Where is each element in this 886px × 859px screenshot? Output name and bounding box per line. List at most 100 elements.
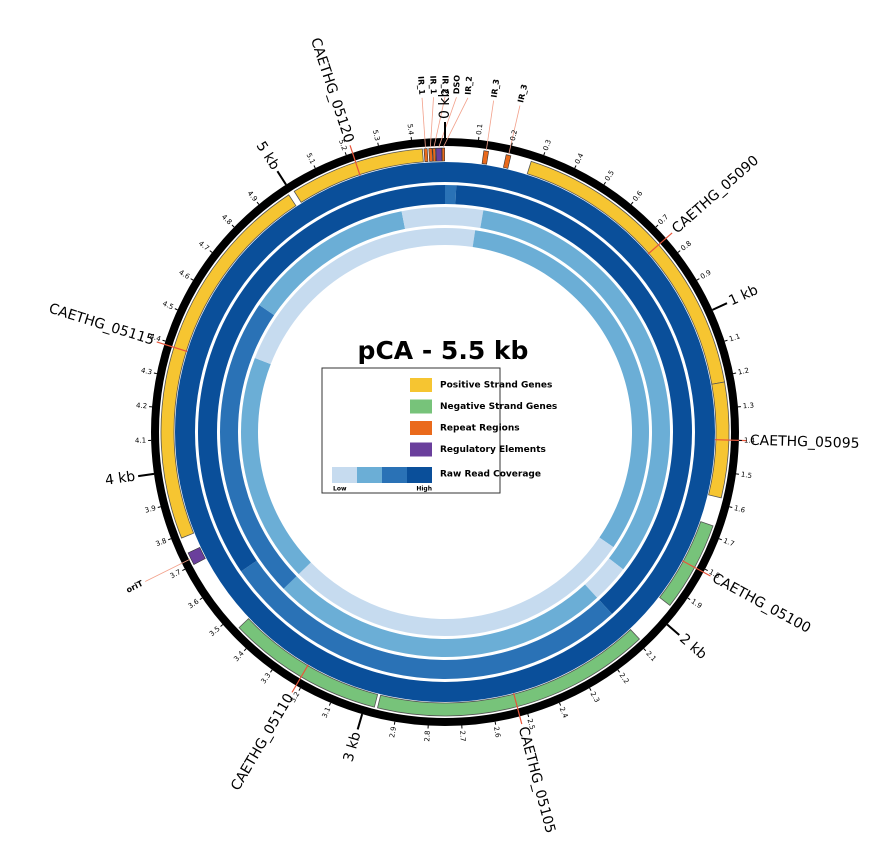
minor-tick [153, 372, 157, 375]
minor-tick-label: 2.2 [618, 672, 631, 686]
coverage-segment [480, 210, 670, 570]
minor-tick-label: 2.7 [458, 730, 467, 742]
legend-coverage-swatch [382, 467, 407, 483]
gene [160, 194, 297, 539]
feature [187, 546, 206, 565]
legend-coverage-swatch [407, 467, 432, 483]
minor-tick-label: 1.3 [743, 401, 755, 410]
coverage-segment [241, 560, 613, 679]
minor-tick [696, 278, 700, 281]
legend-swatch [410, 399, 432, 414]
legend-swatch [410, 442, 432, 457]
minor-tick [182, 568, 186, 572]
feature-label: IR_1 [416, 76, 426, 96]
minor-tick [643, 648, 647, 652]
feature-label: oriT [125, 579, 145, 595]
feature [432, 147, 437, 162]
minor-tick-label: 3.2 [289, 690, 301, 704]
minor-tick [199, 597, 203, 601]
major-tick [356, 713, 364, 730]
coverage-segment [445, 207, 484, 229]
minor-tick-label: 4.7 [197, 239, 211, 252]
coverage-segment [259, 211, 406, 316]
minor-tick-label: 4.2 [136, 401, 148, 410]
coverage-segment [472, 230, 649, 548]
minor-tick [511, 142, 513, 146]
coverage-segment [584, 558, 624, 598]
gene-label: CAETHG_05110 [228, 691, 297, 794]
minor-tick-label: 2.3 [589, 690, 601, 704]
gene [293, 148, 424, 203]
gene-label: CAETHG_05095 [750, 433, 860, 452]
minor-tick-label: 0.3 [542, 139, 553, 152]
minor-tick-label: 1.1 [728, 332, 741, 343]
feature-label: DSO [452, 75, 462, 95]
coverage-segment [401, 207, 445, 229]
minor-tick [494, 721, 497, 725]
gene-label-line [647, 232, 673, 255]
legend-label: Repeat Regions [440, 424, 520, 434]
coverage-segment [298, 537, 614, 637]
minor-tick [174, 308, 178, 311]
minor-tick-label: 0.4 [573, 151, 585, 165]
minor-tick [168, 538, 172, 541]
coverage-segment [445, 185, 457, 205]
minor-tick-label: 3.7 [169, 568, 183, 580]
minor-tick-label: 1.2 [737, 366, 750, 376]
minor-tick-label: 2.9 [388, 726, 398, 738]
feature-label-line [433, 96, 446, 148]
minor-tick-label: 0.6 [631, 189, 645, 203]
major-tick [276, 170, 287, 186]
feature-label: IR_2 [464, 76, 474, 95]
minor-tick [630, 201, 634, 205]
major-tick-label: 1 kb [726, 282, 760, 309]
minor-tick [377, 142, 379, 146]
minor-tick [157, 506, 161, 508]
gene-label: CAETHG_05115 [47, 301, 156, 349]
feature [423, 148, 429, 163]
feature [428, 147, 433, 162]
minor-tick-label: 5.4 [406, 123, 415, 136]
minor-tick [344, 152, 347, 156]
legend-label: Negative Strand Genes [440, 402, 557, 412]
minor-tick-label: 2.5 [525, 718, 536, 731]
feature-label: IR_3 [516, 83, 529, 103]
minor-tick [298, 687, 301, 691]
gene-label-line [682, 560, 711, 577]
feature [435, 147, 443, 162]
legend-coverage-swatch [357, 467, 382, 483]
feature [503, 154, 512, 169]
minor-tick-label: 3.8 [155, 537, 168, 548]
feature-label: IR_1 [428, 75, 438, 94]
minor-tick-label: 3.5 [208, 625, 222, 638]
minor-tick-label: 5.1 [305, 152, 317, 166]
major-tick-label: 0 kb [437, 89, 453, 119]
legend-swatch [410, 378, 432, 392]
backbone [151, 138, 739, 726]
minor-tick [589, 687, 592, 691]
minor-tick [655, 224, 659, 228]
minor-tick [543, 152, 546, 156]
minor-tick [733, 372, 737, 375]
minor-tick-label: 4.5 [161, 300, 174, 312]
feature-label-line [429, 97, 434, 148]
minor-tick [256, 201, 260, 205]
minor-tick [617, 669, 620, 673]
major-tick [138, 472, 155, 478]
minor-tick [724, 339, 728, 342]
minor-tick-label: 3.1 [321, 706, 333, 719]
legend-label: Regulatory Elements [440, 445, 546, 455]
minor-tick [704, 568, 708, 572]
feature-label-line [485, 100, 495, 151]
minor-tick-label: 2.6 [492, 726, 502, 739]
minor-tick [558, 702, 562, 706]
gene [377, 628, 640, 717]
gene-label-line [513, 692, 523, 725]
minor-tick-label: 4.8 [220, 213, 234, 227]
minor-tick [243, 648, 247, 652]
minor-tick [270, 669, 273, 673]
gene-label: CAETHG_05090 [669, 153, 762, 237]
major-tick [712, 302, 728, 311]
chart-title: pCA - 5.5 kb [358, 336, 529, 365]
legend-swatch [410, 421, 432, 435]
